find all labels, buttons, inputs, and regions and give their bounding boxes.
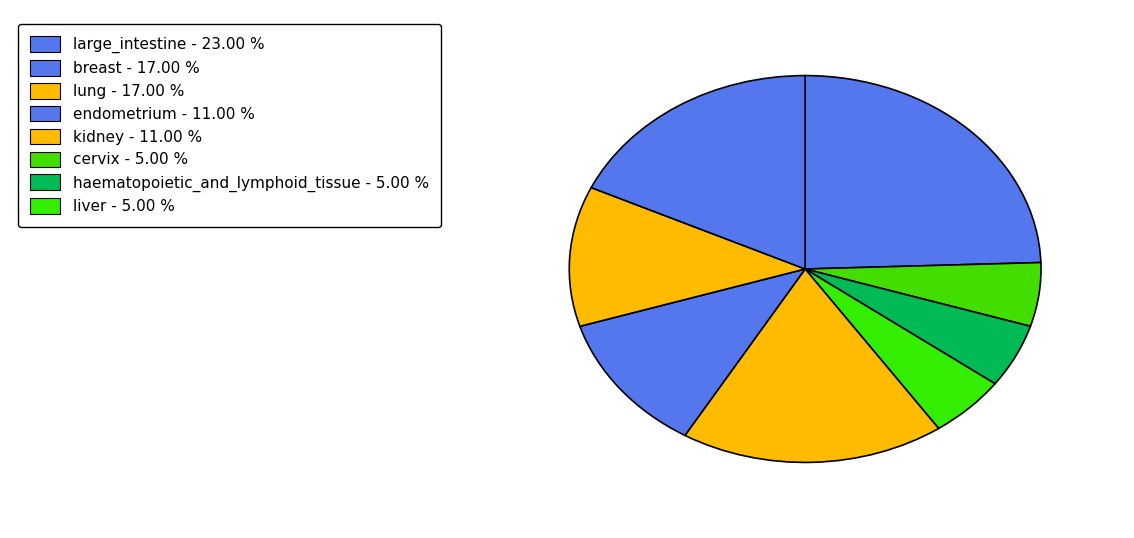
- Wedge shape: [805, 263, 1041, 327]
- Wedge shape: [591, 75, 805, 269]
- Wedge shape: [579, 269, 805, 435]
- Wedge shape: [685, 269, 939, 463]
- Wedge shape: [805, 75, 1041, 269]
- Legend: large_intestine - 23.00 %, breast - 17.00 %, lung - 17.00 %, endometrium - 11.00: large_intestine - 23.00 %, breast - 17.0…: [18, 24, 441, 226]
- Wedge shape: [569, 188, 805, 327]
- Wedge shape: [805, 269, 995, 428]
- Wedge shape: [805, 269, 1031, 384]
